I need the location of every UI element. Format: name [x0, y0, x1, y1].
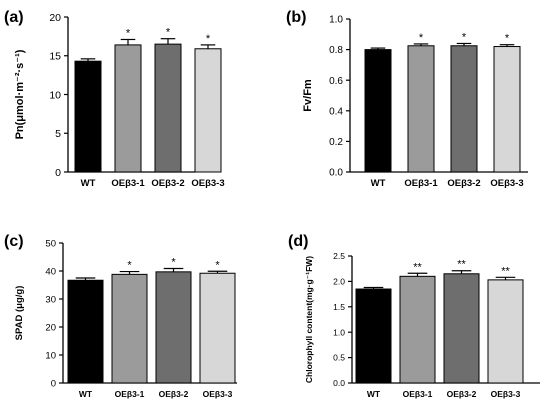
y-tick-label: 0.0: [329, 168, 343, 179]
bar-oe2: [443, 273, 480, 384]
y-tick-label: 1.0: [329, 15, 343, 26]
y-axis-label: Fv/Fm: [302, 79, 314, 112]
category-label: OEβ3-1: [115, 389, 145, 399]
category-label: OEβ3-1: [403, 389, 433, 399]
y-tick-label: 0.0: [333, 378, 345, 388]
y-tick-label: 2.5: [333, 251, 345, 261]
bar-oe2: [450, 45, 478, 173]
significance-mark: **: [413, 261, 422, 273]
y-tick-label: 0.8: [329, 45, 343, 56]
panel-d: (d) 0.0 0.5 1.0 1.5 2.0 2.5 Chlorophyll content…: [288, 233, 540, 399]
y-tick-label: 0.6: [329, 76, 343, 87]
significance-mark: *: [171, 256, 176, 268]
bar-oe1: [407, 45, 435, 173]
y-tick-label: 20: [49, 12, 61, 24]
panel-label: (d): [288, 233, 308, 250]
y-tick-label: 2.0: [333, 276, 345, 286]
significance-mark: *: [505, 33, 510, 45]
bar-oe1: [399, 275, 436, 384]
category-label: OEβ3-1: [111, 178, 145, 189]
significance-mark: *: [126, 27, 131, 39]
significance-mark: *: [419, 32, 424, 44]
y-tick-label: 0.2: [329, 137, 343, 148]
y-tick-label: 0.5: [333, 353, 345, 363]
significance-mark: *: [127, 260, 132, 272]
significance-mark: *: [462, 31, 467, 43]
significance-mark: **: [457, 259, 466, 271]
y-tick-label: 40: [45, 266, 56, 277]
panel-label: (b): [286, 9, 306, 26]
y-tick-label: 50: [45, 238, 56, 249]
panel-a: (a) 0 5 10 15 20 Pn(μmol·m⁻²·s⁻¹) WT * OEβ3-1 * OEβ…: [4, 9, 225, 189]
y-axis-label: SPAD (μg/g): [14, 286, 25, 341]
y-tick-label: 10: [49, 89, 61, 101]
y-tick-label: 0: [51, 378, 56, 389]
significance-mark: **: [501, 265, 510, 277]
y-axis-label: Pn(μmol·m⁻²·s⁻¹): [14, 49, 26, 139]
category-label: OEβ3-3: [490, 178, 523, 189]
category-label: OEβ3-1: [404, 178, 438, 189]
bar-oe2: [155, 271, 192, 384]
y-tick-label: 20: [45, 322, 56, 333]
y-tick-label: 15: [49, 51, 61, 63]
y-tick-label: 30: [45, 294, 56, 305]
bar-wt: [355, 288, 392, 384]
y-tick-label: 5: [55, 128, 61, 140]
category-label: WT: [81, 178, 96, 189]
significance-mark: *: [166, 27, 171, 39]
bar-oe3: [194, 48, 222, 173]
bar-wt: [67, 279, 104, 384]
category-label: OEβ3-2: [447, 178, 480, 189]
y-tick-label: 1.5: [333, 302, 345, 312]
category-label: OEβ3-3: [191, 178, 224, 189]
category-label: OEβ3-2: [159, 389, 189, 399]
bar-oe1: [111, 273, 148, 384]
y-tick-label: 0.4: [329, 106, 343, 117]
panel-label: (a): [4, 9, 24, 26]
y-tick-label: 0: [55, 167, 61, 179]
category-label: WT: [371, 178, 386, 189]
category-label: OEβ3-2: [151, 178, 184, 189]
bar-wt: [364, 49, 392, 173]
bar-oe3: [487, 279, 524, 384]
significance-mark: *: [206, 33, 211, 45]
y-tick-label: 1.0: [333, 327, 345, 337]
category-label: OEβ3-2: [447, 389, 477, 399]
category-label: WT: [367, 389, 381, 399]
significance-mark: *: [215, 259, 220, 271]
bar-oe1: [114, 44, 142, 173]
panel-c: (c) 0 10 20 30 40 50 SPAD (μg/g) WT * OEβ3-1 * OEβ3-…: [4, 233, 237, 399]
panel-b: (b) 0.0 0.2 0.4 0.6 0.8 1.0 Fv/Fm WT * OEβ3-1 * OEβ3…: [286, 9, 528, 189]
category-label: OEβ3-3: [203, 389, 233, 399]
y-axis-label: Chlorophyll content(mg·g⁻¹FW): [304, 256, 314, 383]
bar-oe2: [154, 43, 182, 173]
category-label: WT: [79, 389, 93, 399]
bar-wt: [74, 60, 102, 173]
panel-label: (c): [4, 233, 24, 250]
bar-oe3: [493, 46, 521, 173]
category-label: OEβ3-3: [491, 389, 521, 399]
y-tick-label: 10: [45, 350, 56, 361]
bar-oe3: [199, 272, 236, 384]
